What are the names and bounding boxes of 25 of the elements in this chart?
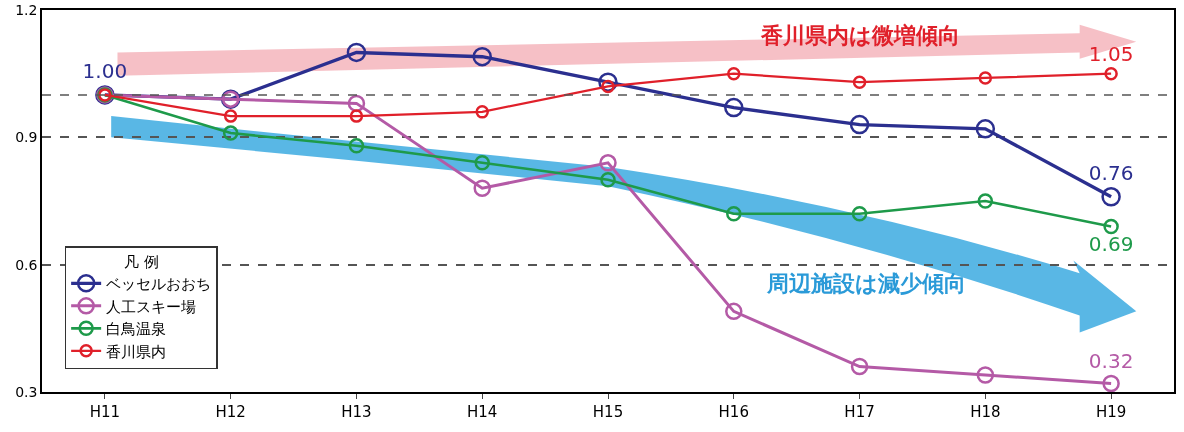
legend-label: 白鳥温泉	[106, 320, 167, 339]
y-tick-label: 0.3	[15, 383, 38, 400]
x-tick-label: H12	[215, 402, 246, 421]
legend-label: 人工スキー場	[106, 297, 197, 316]
y-tick-label: 0.9	[15, 129, 38, 146]
x-tick-label: H17	[844, 402, 875, 421]
data-label: 1.00	[82, 59, 128, 84]
legend-label: 香川県内	[106, 342, 167, 361]
x-tick-label: H15	[592, 402, 624, 421]
x-tick-label: H14	[467, 402, 498, 421]
y-tick-label: 1.2	[15, 1, 38, 18]
data-label: 0.69	[1088, 231, 1134, 256]
y-tick-label: 0.6	[15, 256, 38, 273]
data-label: 0.76	[1088, 161, 1134, 186]
x-tick-label: H16	[718, 402, 749, 421]
data-label: 1.05	[1088, 41, 1134, 66]
annotation: 周辺施設は減少傾向	[766, 271, 966, 296]
x-tick-label: H13	[341, 402, 372, 421]
legend-label: ベッセルおおち	[106, 275, 212, 294]
x-tick-label: H19	[1095, 402, 1127, 421]
x-tick-label: H18	[970, 402, 1001, 421]
x-tick-label: H11	[89, 402, 121, 421]
annotation: 香川県内は微増傾向	[760, 23, 960, 48]
legend-title: 凡 例	[123, 253, 159, 272]
data-label: 0.32	[1088, 349, 1134, 374]
